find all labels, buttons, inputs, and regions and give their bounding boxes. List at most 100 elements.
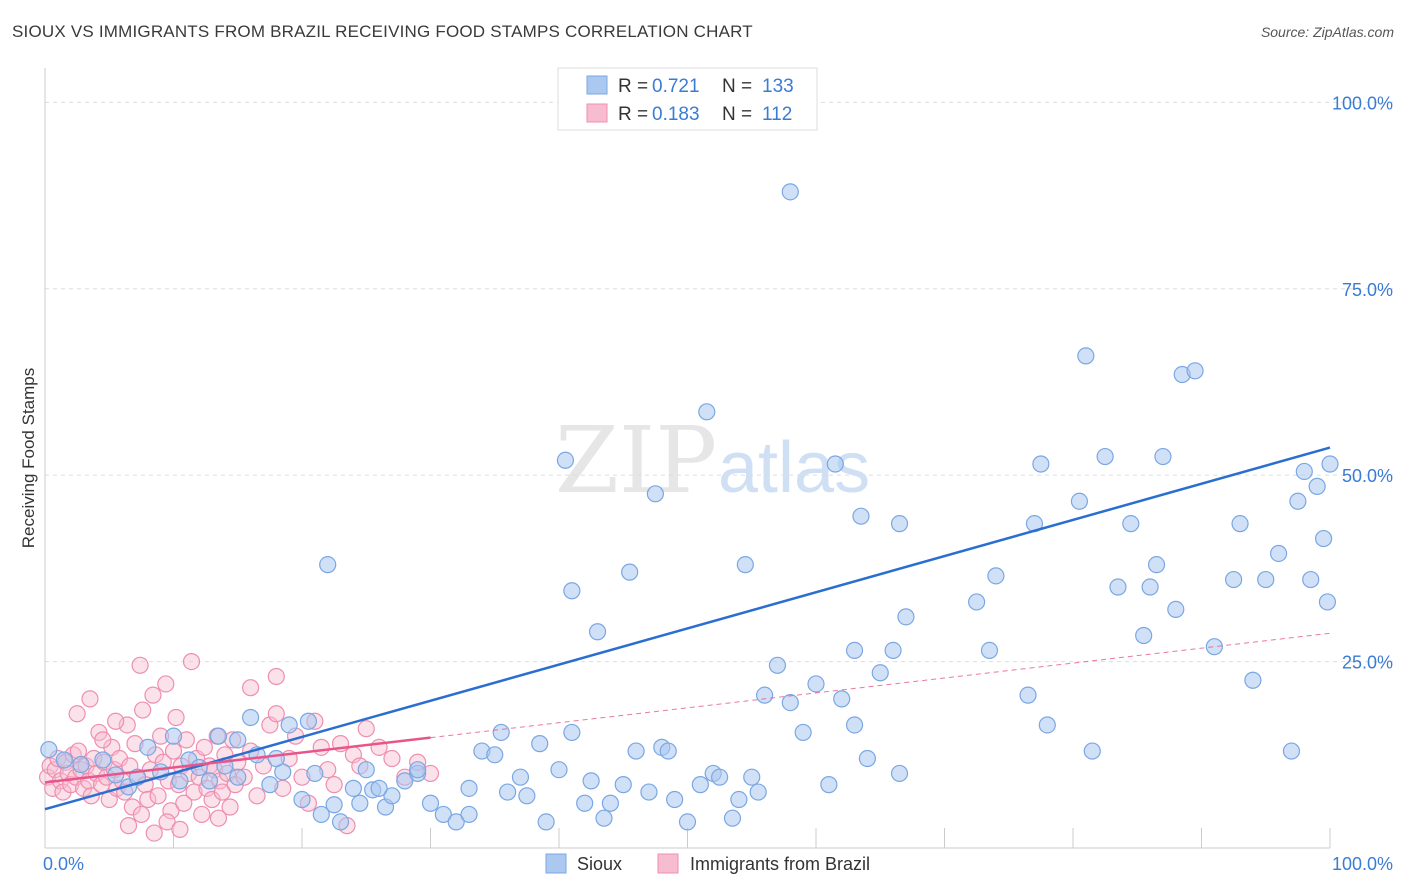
- tick-labels: 25.0% 50.0% 75.0% 100.0% 0.0% 100.0%: [43, 93, 1393, 874]
- sioux-point: [871, 664, 889, 682]
- sioux-point: [755, 686, 774, 704]
- sioux-point: [614, 776, 632, 794]
- sioux-point: [447, 813, 465, 831]
- sioux-point: [55, 751, 73, 769]
- sioux-point: [460, 805, 478, 824]
- sioux-point: [582, 772, 600, 790]
- sioux-point: [1019, 686, 1037, 704]
- sioux-point: [1295, 462, 1313, 481]
- sioux-point: [486, 746, 504, 764]
- sioux-n-label: N =: [722, 76, 752, 97]
- brazil-point: [357, 720, 375, 738]
- sioux-point: [646, 485, 664, 503]
- sioux-point: [267, 749, 285, 768]
- sioux-trend-line: [44, 446, 1331, 811]
- sioux-point: [781, 694, 799, 712]
- sioux-point: [40, 740, 58, 759]
- sioux-point: [698, 403, 716, 421]
- sioux-point: [691, 776, 709, 794]
- sioux-r-label: R =: [618, 76, 648, 97]
- brazil-point: [171, 820, 189, 838]
- sioux-point: [383, 787, 401, 805]
- sioux-point: [421, 794, 440, 812]
- sioux-point: [1083, 742, 1101, 760]
- y-tick-label: 50.0%: [1342, 466, 1393, 486]
- sioux-point: [171, 772, 189, 790]
- sioux-point: [730, 790, 748, 809]
- sioux-point: [1147, 556, 1166, 574]
- brazil-point: [267, 705, 285, 723]
- axes: [44, 68, 1331, 849]
- sioux-point: [1032, 455, 1050, 473]
- brazil-point: [182, 652, 201, 671]
- sioux-point: [1308, 477, 1326, 495]
- sioux-point: [820, 776, 838, 794]
- sioux-point: [537, 813, 555, 831]
- sioux-point: [968, 593, 986, 611]
- brazil-r-label: R =: [618, 104, 648, 125]
- brazil-point: [107, 712, 125, 730]
- sioux-point: [229, 731, 247, 749]
- sioux-point: [807, 675, 825, 693]
- x-tick-label: 0.0%: [43, 854, 84, 874]
- brazil-point: [185, 783, 203, 801]
- sioux-series: [40, 183, 1339, 831]
- legend-sioux-label: Sioux: [577, 854, 622, 874]
- sioux-point: [1282, 742, 1301, 760]
- stats-legend: R = 0.721 N = 133 R = 0.183 N = 112: [557, 67, 818, 131]
- sioux-point: [980, 641, 999, 660]
- brazil-point: [213, 783, 231, 801]
- sioux-point: [601, 794, 620, 812]
- sioux-point: [164, 727, 183, 745]
- brazil-point: [132, 805, 150, 824]
- sioux-point: [1321, 455, 1339, 473]
- brazil-point: [158, 813, 176, 831]
- brazil-point: [157, 675, 175, 693]
- sioux-point: [711, 768, 729, 786]
- watermark-zip: ZIP: [555, 407, 717, 514]
- sioux-point: [884, 641, 902, 660]
- sioux-point: [1318, 593, 1337, 611]
- y-axis-label: Receiving Food Stamps: [19, 368, 38, 548]
- watermark-atlas: atlas: [718, 428, 870, 508]
- sioux-point: [858, 749, 877, 768]
- sioux-point: [1122, 515, 1140, 533]
- sioux-swatch: [586, 75, 608, 95]
- sioux-point: [563, 723, 581, 742]
- sioux-point: [576, 794, 594, 812]
- sioux-point: [556, 451, 575, 469]
- sioux-point: [299, 712, 318, 730]
- brazil-point: [312, 738, 330, 756]
- sioux-point: [1038, 716, 1056, 734]
- gridlines: [45, 101, 1395, 663]
- sioux-point: [72, 755, 90, 774]
- sioux-point: [852, 507, 870, 525]
- sioux-point: [1257, 570, 1275, 589]
- y-tick-label: 25.0%: [1342, 653, 1393, 673]
- source-credit: Source: ZipAtlas.com: [1260, 24, 1394, 40]
- brazil-point: [145, 824, 163, 842]
- brazil-point: [267, 667, 285, 686]
- sioux-point: [242, 708, 260, 727]
- legend-brazil-swatch: [657, 853, 679, 874]
- sioux-point: [833, 690, 851, 708]
- sioux-point: [1070, 492, 1089, 510]
- sioux-n-value: 133: [762, 76, 794, 97]
- sioux-point: [723, 809, 742, 827]
- sioux-point: [550, 761, 568, 779]
- sioux-point: [768, 656, 787, 674]
- trend-lines: [44, 446, 1331, 811]
- sioux-point: [627, 742, 645, 760]
- sioux-point: [331, 813, 350, 831]
- sioux-point: [1186, 362, 1204, 380]
- sioux-point: [1141, 578, 1159, 596]
- chart-title: SIOUX VS IMMIGRANTS FROM BRAZIL RECEIVIN…: [12, 22, 753, 41]
- sioux-point: [396, 772, 414, 790]
- brazil-point: [68, 705, 86, 723]
- brazil-point: [175, 794, 193, 812]
- brazil-point: [325, 776, 343, 794]
- sioux-point: [1205, 638, 1223, 656]
- sioux-point: [293, 790, 311, 809]
- sioux-point: [678, 813, 697, 831]
